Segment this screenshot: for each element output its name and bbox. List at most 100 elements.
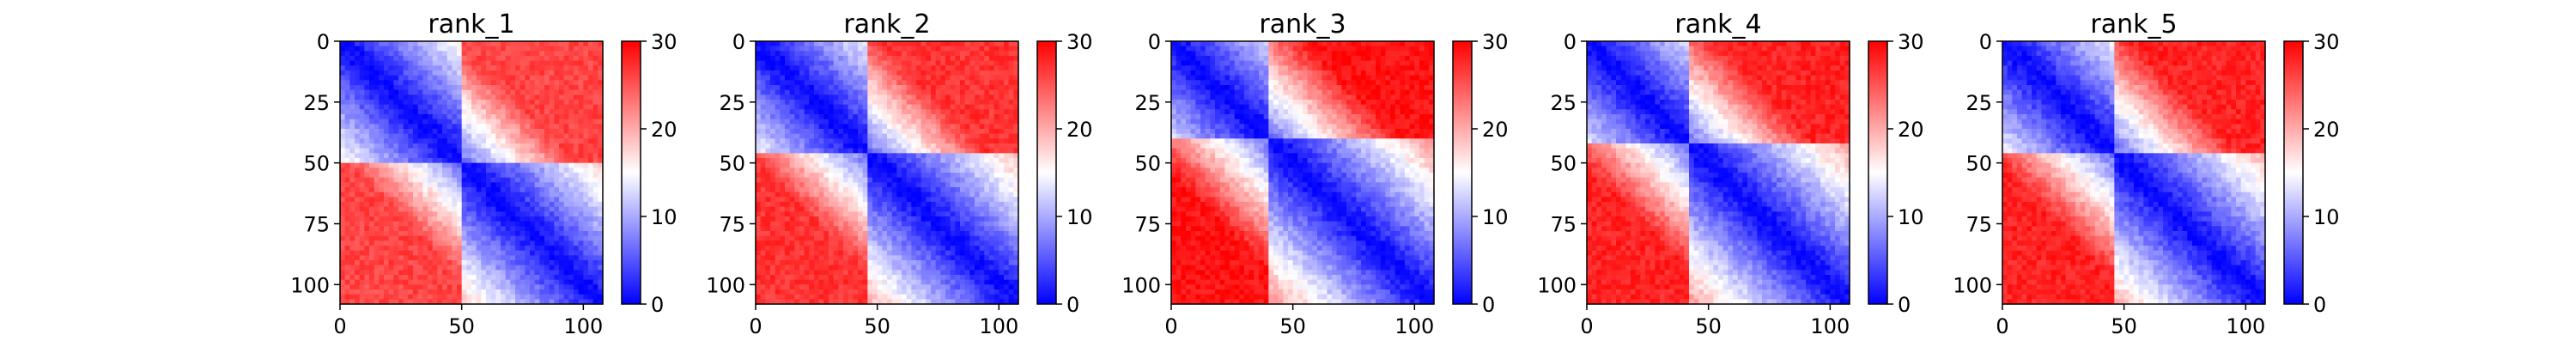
heatmap-cell (360, 158, 365, 163)
heatmap-cell (916, 124, 921, 129)
heatmap-cell (422, 202, 428, 207)
heatmap-cell (568, 51, 574, 56)
heatmap-cell (550, 289, 555, 295)
heatmap-cell (887, 178, 892, 183)
heatmap-cell (466, 109, 471, 114)
heatmap-cell (408, 222, 413, 227)
heatmap-cell (535, 56, 540, 61)
heatmap-cell (863, 80, 868, 85)
heatmap-cell (345, 207, 350, 212)
heatmap-cell (989, 216, 994, 222)
heatmap-cell (559, 192, 564, 198)
heatmap-cell (535, 173, 540, 178)
heatmap-cell (384, 153, 389, 158)
heatmap-cell (593, 231, 598, 236)
heatmap-cell (393, 167, 398, 173)
heatmap-cell (756, 173, 761, 178)
heatmap-cell (936, 167, 941, 173)
heatmap-cell (951, 143, 956, 149)
heatmap-cell (794, 138, 799, 143)
heatmap-cell (794, 211, 799, 216)
heatmap-cell (418, 246, 423, 251)
heatmap-cell (593, 216, 598, 222)
heatmap-cell (863, 134, 868, 139)
heatmap-cell (364, 124, 369, 129)
heatmap-cell (447, 240, 453, 246)
heatmap-cell (422, 129, 428, 134)
heatmap-cell (418, 119, 423, 125)
heatmap-cell (775, 105, 781, 110)
heatmap-cell (437, 163, 442, 168)
heatmap-cell (756, 61, 761, 66)
heatmap-cell (389, 56, 394, 61)
heatmap-cell (559, 270, 564, 275)
heatmap-cell (554, 109, 559, 114)
heatmap-cell (364, 167, 369, 173)
heatmap-cell (994, 182, 999, 187)
heatmap-cell (393, 173, 398, 178)
heatmap-cell (593, 119, 598, 125)
heatmap-cell (761, 56, 766, 61)
heatmap-cell (564, 94, 569, 100)
heatmap-cell (761, 114, 766, 119)
heatmap-cell (457, 61, 462, 66)
heatmap-cell (364, 265, 369, 271)
heatmap-cell (428, 246, 433, 251)
heatmap-cell (916, 94, 921, 100)
heatmap-cell (418, 251, 423, 256)
heatmap-cell (408, 246, 413, 251)
heatmap-cell (506, 56, 511, 61)
heatmap-cell (495, 231, 501, 236)
heatmap-cell (360, 76, 365, 81)
heatmap-cell (466, 211, 471, 216)
heatmap-cell (525, 94, 530, 100)
heatmap-cell (916, 153, 921, 158)
heatmap-cell (902, 80, 907, 85)
heatmap-cell (916, 76, 921, 81)
heatmap-cell (989, 124, 994, 129)
heatmap-cell (951, 124, 956, 129)
heatmap-cell (384, 178, 389, 183)
heatmap-cell (965, 158, 970, 163)
heatmap-cell (442, 158, 447, 163)
heatmap-cell (564, 129, 569, 134)
heatmap-cell (389, 207, 394, 212)
heatmap-cell (940, 109, 945, 114)
heatmap-cell (466, 197, 471, 202)
heatmap-cell (583, 65, 588, 70)
heatmap-cell (969, 173, 975, 178)
heatmap-cell (564, 90, 569, 95)
heatmap-cell (583, 182, 588, 187)
heatmap-cell (477, 270, 482, 275)
heatmap-cell (379, 109, 384, 114)
heatmap-cell (921, 138, 927, 143)
heatmap-cell (520, 246, 526, 251)
heatmap-cell (422, 265, 428, 271)
heatmap-cell (360, 129, 365, 134)
heatmap-cell (999, 216, 1004, 222)
heatmap-cell (466, 114, 471, 119)
heatmap-cell (931, 105, 936, 110)
heatmap-cell (819, 76, 824, 81)
heatmap-cell (398, 46, 404, 52)
heatmap-cell (829, 138, 834, 143)
heatmap-cell (384, 240, 389, 246)
heatmap-cell (491, 270, 496, 275)
heatmap-cell (398, 265, 404, 271)
heatmap-cell (544, 129, 550, 134)
heatmap-cell (863, 197, 868, 202)
heatmap-cell (951, 114, 956, 119)
heatmap-cell (510, 265, 515, 271)
heatmap-cell (1004, 197, 1009, 202)
heatmap-cell (931, 197, 936, 202)
heatmap-cell (969, 65, 975, 70)
heatmap-cell (848, 138, 854, 143)
heatmap-cell (525, 289, 530, 295)
heatmap-cell (965, 178, 970, 183)
heatmap-cell (568, 178, 574, 183)
heatmap-cell (374, 265, 380, 271)
heatmap-cell (501, 173, 506, 178)
heatmap-cell (404, 289, 409, 295)
heatmap-cell (550, 260, 555, 265)
heatmap-cell (999, 51, 1004, 56)
